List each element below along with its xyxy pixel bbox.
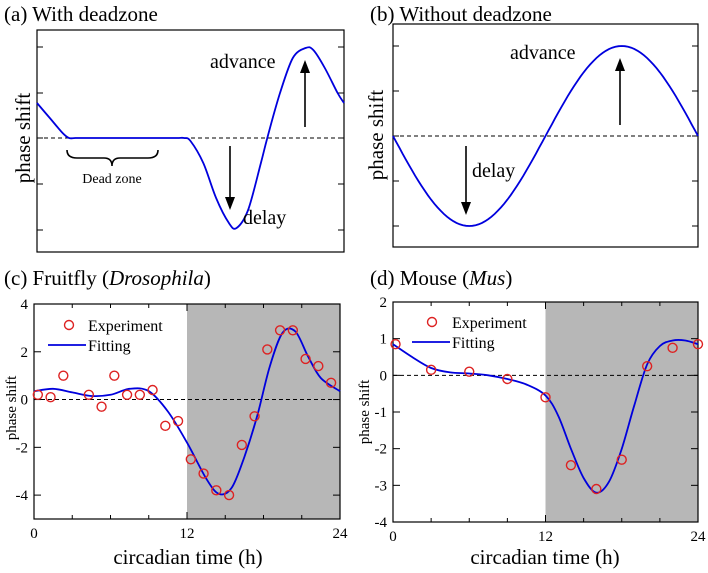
panel-c-experiment-point	[211, 485, 222, 496]
panel-c-experiment-point	[313, 360, 324, 372]
panel-b-title: (b) Without deadzone	[370, 2, 552, 26]
panel-c-title-italic: Drosophila	[108, 266, 204, 290]
panel-b-advance-label: advance	[510, 42, 576, 64]
panel-d-legend: Experiment Fitting	[412, 315, 527, 352]
panel-c-experiment-point	[134, 389, 146, 400]
panel-d-experiment-point	[502, 373, 513, 385]
panel-c-experiment-point	[83, 389, 95, 400]
panel-c-experiment-point	[287, 325, 299, 336]
panel-b: (b) Without deadzone phase shift advance…	[364, 2, 699, 248]
panel-b-delay-label: delay	[472, 160, 515, 182]
panel-c-experiment-point	[58, 370, 69, 381]
panel-d-experiment-point	[464, 366, 475, 377]
panel-b-curve	[392, 45, 699, 227]
panel-c-night-shade	[187, 304, 340, 519]
panel-c-experiment-point	[262, 344, 273, 355]
panel-c-xtick-label: 0	[30, 526, 38, 542]
panel-c-experiment-point	[274, 325, 286, 336]
panel-c-legend: Experiment Fitting	[48, 318, 163, 355]
panel-d-ytick-label: -4	[375, 515, 388, 531]
panel-a-dead-zone-label: Dead zone	[82, 172, 141, 187]
panel-d-xlabel: circadian time (h)	[470, 545, 619, 569]
panel-c-experiment-point	[236, 439, 248, 451]
panel-b-advance-arrow	[615, 58, 625, 125]
panel-c-experiment-point	[121, 389, 133, 400]
panel-d-title-italic: Mus	[468, 266, 505, 290]
panel-d-xtick-label: 24	[691, 529, 707, 545]
panel-c-experiment-point	[198, 468, 209, 479]
panel-a-dead-zone-brace	[66, 149, 159, 167]
panel-d-experiment-point	[591, 483, 602, 495]
panel-a-title: (a) With deadzone	[4, 2, 158, 26]
panel-d-ytick-label: -3	[375, 478, 388, 494]
panel-d-legend-experiment: Experiment	[452, 315, 527, 332]
panel-d-title-prefix: (d) Mouse (	[370, 266, 469, 290]
panel-c-ytick-label: -4	[16, 488, 29, 504]
panel-c-experiment-point	[147, 384, 158, 396]
panel-c-legend-experiment: Experiment	[88, 318, 163, 335]
panel-c-legend-marker	[63, 319, 75, 331]
panel-d-legend-marker	[426, 316, 438, 328]
panel-d-experiment-point	[390, 338, 401, 350]
panel-c-ytick-label: -2	[16, 440, 29, 456]
panel-c-title-prefix: (c) Fruitfly (	[4, 266, 109, 290]
panel-c-xtick-label: 24	[333, 526, 349, 542]
panel-a-curve	[36, 46, 345, 230]
panel-c-experiment-point	[32, 389, 44, 400]
panel-c-experiment-point	[325, 377, 337, 389]
panel-b-ylabel: phase shift	[364, 90, 388, 181]
panel-c-experiment-point	[223, 489, 235, 501]
panel-c-experiment-point	[185, 454, 197, 465]
panel-c-experiment-point	[45, 391, 56, 403]
panel-a-delay-label: delay	[243, 207, 286, 229]
panel-d-title-suffix: )	[505, 266, 512, 290]
panel-d-ytick-label: 2	[380, 295, 388, 311]
panel-a-ylabel: phase shift	[11, 93, 35, 184]
panel-d-ytick-label: -2	[375, 442, 388, 458]
panel-d-fitting-curve	[392, 339, 699, 494]
panel-d-experiment-point	[425, 364, 437, 376]
panel-d-xtick-label: 0	[389, 529, 397, 545]
panel-a: (a) With deadzone phase shift advance de…	[4, 2, 345, 253]
panel-b-delay-arrow	[461, 146, 471, 215]
panel-d-title: (d) Mouse (Mus)	[370, 266, 512, 290]
panel-d-ylabel: phase shift	[357, 379, 373, 444]
panel-a-advance-arrow	[300, 60, 310, 127]
panel-d-ytick-label: 1	[380, 332, 388, 348]
panel-c-experiment-point	[172, 415, 184, 427]
panel-c-experiment-point	[160, 420, 171, 432]
panel-d-experiment-point	[692, 338, 704, 350]
panel-a-advance-label: advance	[210, 51, 276, 73]
panel-d: (d) Mouse (Mus) phase shift circadian ti…	[357, 266, 706, 569]
panel-c-ytick-label: 2	[21, 345, 29, 361]
panel-d-experiment-point	[641, 360, 653, 372]
panel-a-frame	[36, 29, 345, 253]
panel-a-delay-arrow	[225, 146, 235, 210]
panel-d-ytick-label: 0	[380, 368, 388, 384]
panel-c-experiment-point	[109, 370, 120, 381]
panel-c-title: (c) Fruitfly (Drosophila)	[4, 266, 211, 290]
panel-c-xlabel: circadian time (h)	[113, 545, 262, 569]
panel-d-ytick-label: -1	[375, 405, 388, 421]
panel-c-plot: 4 2 0 -2 -4 0 12 24	[16, 297, 349, 542]
panel-d-plot: 210-1-2-3-40 12 24	[375, 295, 707, 545]
panel-d-experiment-point	[565, 459, 577, 471]
panel-c-title-suffix: )	[204, 266, 211, 290]
panel-c-xtick-label: 12	[180, 526, 195, 542]
panel-d-experiment-point	[540, 392, 551, 403]
panel-c: (c) Fruitfly (Drosophila) phase shift ci…	[4, 266, 348, 569]
panel-c-experiment-point	[96, 401, 107, 412]
panel-c-ytick-label: 0	[21, 393, 29, 409]
panel-c-ylabel: phase shift	[4, 375, 20, 440]
panel-d-night-shade	[545, 302, 698, 522]
panel-c-ytick-label: 4	[21, 297, 29, 313]
panel-c-experiment-point	[249, 411, 260, 422]
panel-c-experiment-point	[300, 353, 311, 365]
panel-d-experiment-point	[667, 342, 678, 354]
panel-d-xtick-label: 12	[538, 529, 553, 545]
panel-c-legend-fitting: Fitting	[88, 338, 131, 355]
panel-d-legend-fitting: Fitting	[452, 335, 495, 352]
panel-d-experiment-point	[616, 454, 627, 465]
